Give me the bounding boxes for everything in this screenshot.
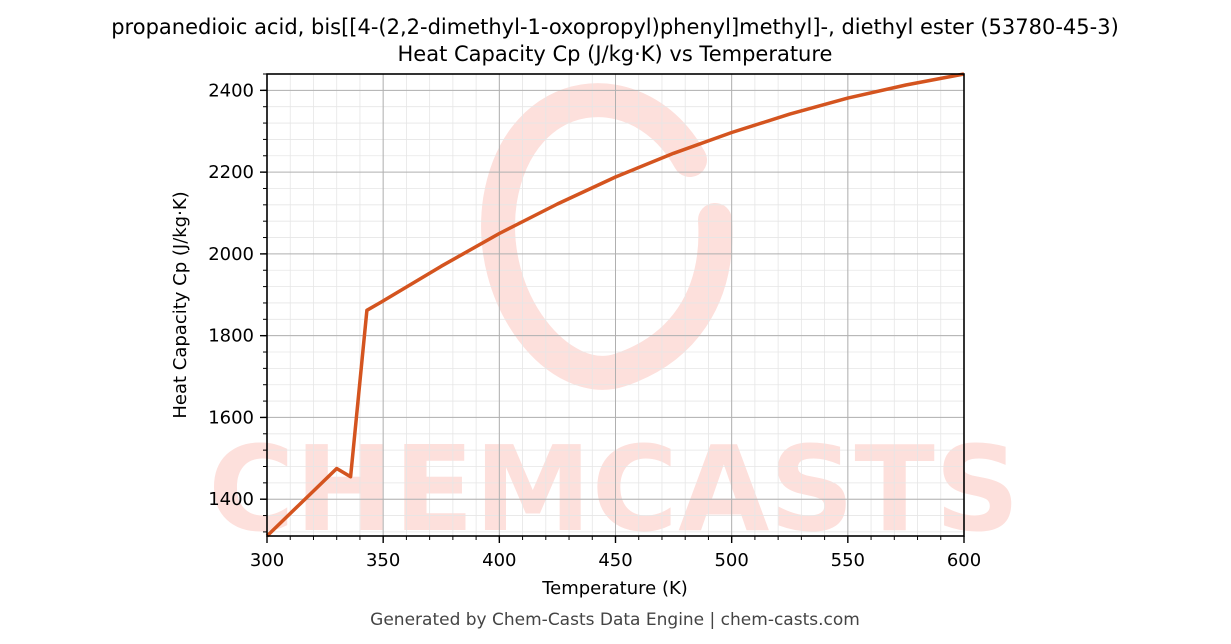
chart-subtitle: Heat Capacity Cp (J/kg·K) vs Temperature [398, 42, 833, 66]
watermark-text: CHEMCASTS [208, 420, 1020, 558]
y-tick-label: 2400 [208, 80, 254, 101]
chemcasts-watermark: CHEMCASTS [208, 83, 1020, 558]
heat-capacity-line [265, 72, 965, 538]
footer-credit: Generated by Chem-Casts Data Engine | ch… [370, 610, 860, 630]
x-tick-label: 550 [831, 550, 865, 571]
x-tick-label: 450 [598, 550, 632, 571]
y-tick-label: 1800 [208, 326, 254, 347]
y-tick-label: 2200 [208, 162, 254, 183]
axis-ticks [260, 73, 965, 543]
y-tick-labels: 1400 1600 1800 2000 2200 2400 [208, 80, 254, 510]
x-tick-labels: 300 350 400 450 500 550 600 [250, 550, 981, 571]
y-tick-label: 1400 [208, 489, 254, 510]
x-axis-label: Temperature (K) [541, 578, 688, 599]
x-tick-label: 300 [250, 550, 284, 571]
y-axis-label: Heat Capacity Cp (J/kg·K) [170, 191, 191, 418]
x-tick-label: 600 [947, 550, 981, 571]
x-tick-label: 350 [366, 550, 400, 571]
y-tick-label: 1600 [208, 407, 254, 428]
x-tick-label: 500 [714, 550, 748, 571]
y-tick-label: 2000 [208, 244, 254, 265]
chart-title: propanedioic acid, bis[[4-(2,2-dimethyl-… [111, 15, 1119, 39]
x-tick-label: 400 [482, 550, 516, 571]
